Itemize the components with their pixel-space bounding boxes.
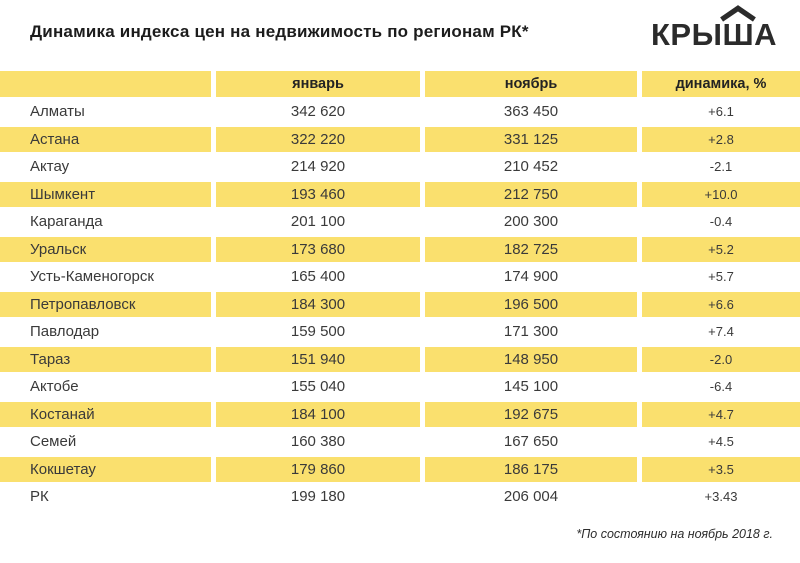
november-value: 331 125	[425, 127, 637, 152]
november-value: 174 900	[503, 268, 559, 286]
region-name: Шымкент	[0, 182, 211, 207]
region-name: Астана	[0, 127, 211, 152]
november-value: 210 452	[503, 158, 559, 176]
november-value: 148 950	[425, 347, 637, 372]
region-name: Павлодар	[30, 323, 100, 341]
table-row: Алматы 342 620 363 450 +6.1	[0, 98, 800, 126]
masthead: Динамика индекса цен на недвижимость по …	[0, 0, 800, 71]
january-value: 151 940	[216, 347, 420, 372]
footnote: *По состоянию на ноябрь 2018 г.	[576, 526, 773, 541]
november-value: 196 500	[425, 292, 637, 317]
table-body: Алматы 342 620 363 450 +6.1 Астана 322 2…	[0, 98, 800, 511]
january-value: 184 100	[216, 402, 420, 427]
region-name: Кокшетау	[0, 457, 211, 482]
dynamics-value: +6.1	[708, 104, 734, 120]
dynamics-value: +5.7	[708, 269, 734, 285]
table-row: Актобе 155 040 145 100 -6.4	[0, 373, 800, 401]
region-name: Тараз	[0, 347, 211, 372]
dynamics-value: +4.7	[642, 402, 800, 427]
table-row: Семей 160 380 167 650 +4.5	[0, 428, 800, 456]
dynamics-value: +3.43	[704, 489, 738, 505]
dynamics-value: +5.2	[642, 237, 800, 262]
table-row: Тараз 151 940 148 950 -2.0	[0, 346, 800, 374]
dynamics-value: -6.4	[709, 379, 733, 395]
november-value: 212 750	[425, 182, 637, 207]
november-value: 145 100	[503, 378, 559, 396]
region-name: Усть-Каменогорск	[30, 268, 154, 286]
january-value: 199 180	[290, 488, 346, 506]
november-value: 200 300	[503, 213, 559, 231]
header-november-cell: ноябрь	[425, 71, 637, 97]
table-row: Астана 322 220 331 125 +2.8	[0, 126, 800, 154]
november-value: 192 675	[425, 402, 637, 427]
january-value: 184 300	[216, 292, 420, 317]
january-value: 214 920	[290, 158, 346, 176]
january-value: 342 620	[290, 103, 346, 121]
november-value: 171 300	[503, 323, 559, 341]
table-row: РК 199 180 206 004 +3.43	[0, 483, 800, 511]
dynamics-value: -2.1	[709, 159, 733, 175]
region-name: Семей	[30, 433, 77, 451]
table-row: Актау 214 920 210 452 -2.1	[0, 153, 800, 181]
dynamics-value: +10.0	[642, 182, 800, 207]
november-value: 186 175	[425, 457, 637, 482]
region-name: Актау	[30, 158, 70, 176]
dynamics-value: +7.4	[708, 324, 734, 340]
november-value: 206 004	[503, 488, 559, 506]
dynamics-value: +2.8	[642, 127, 800, 152]
dynamics-value: -0.4	[709, 214, 733, 230]
january-value: 201 100	[290, 213, 346, 231]
region-name: РК	[30, 488, 49, 506]
january-value: 160 380	[290, 433, 346, 451]
january-value: 159 500	[290, 323, 346, 341]
dynamics-value: +3.5	[642, 457, 800, 482]
january-value: 165 400	[290, 268, 346, 286]
january-value: 193 460	[216, 182, 420, 207]
table-row: Усть-Каменогорск 165 400 174 900 +5.7	[0, 263, 800, 291]
january-value: 155 040	[290, 378, 346, 396]
header-region-cell	[0, 71, 211, 97]
dynamics-value: +4.5	[708, 434, 734, 450]
table-row: Кокшетау 179 860 186 175 +3.5	[0, 456, 800, 484]
table-row: Павлодар 159 500 171 300 +7.4	[0, 318, 800, 346]
header-january-cell: январь	[216, 71, 420, 97]
region-name: Уральск	[0, 237, 211, 262]
page-title: Динамика индекса цен на недвижимость по …	[30, 22, 529, 41]
house-roof-icon	[720, 5, 757, 22]
november-value: 182 725	[425, 237, 637, 262]
january-value: 322 220	[216, 127, 420, 152]
region-name: Караганда	[30, 213, 103, 231]
dynamics-value: +6.6	[642, 292, 800, 317]
january-value: 179 860	[216, 457, 420, 482]
november-value: 167 650	[503, 433, 559, 451]
january-value: 173 680	[216, 237, 420, 262]
table-row: Караганда 201 100 200 300 -0.4	[0, 208, 800, 236]
november-value: 363 450	[503, 103, 559, 121]
table-row: Шымкент 193 460 212 750 +10.0	[0, 181, 800, 209]
region-name: Костанай	[0, 402, 211, 427]
logo-sh-text: Ш	[722, 17, 755, 52]
table-header-row: январь ноябрь динамика, %	[0, 71, 800, 97]
price-index-table: январь ноябрь динамика, % Алматы 342 620…	[0, 71, 800, 511]
region-name: Актобе	[30, 378, 79, 396]
logo-sh-letter: Ш	[720, 5, 757, 52]
table-row: Петропавловск 184 300 196 500 +6.6	[0, 291, 800, 319]
region-name: Алматы	[30, 103, 85, 121]
logo-text-before: КРЫ	[651, 17, 723, 52]
logo-text-after: А	[754, 17, 777, 52]
krisha-logo: КРЫ Ш А	[651, 5, 777, 52]
header-dynamics-cell: динамика, %	[642, 71, 800, 97]
dynamics-value: -2.0	[642, 347, 800, 372]
table-row: Уральск 173 680 182 725 +5.2	[0, 236, 800, 264]
table-row: Костанай 184 100 192 675 +4.7	[0, 401, 800, 429]
region-name: Петропавловск	[0, 292, 211, 317]
